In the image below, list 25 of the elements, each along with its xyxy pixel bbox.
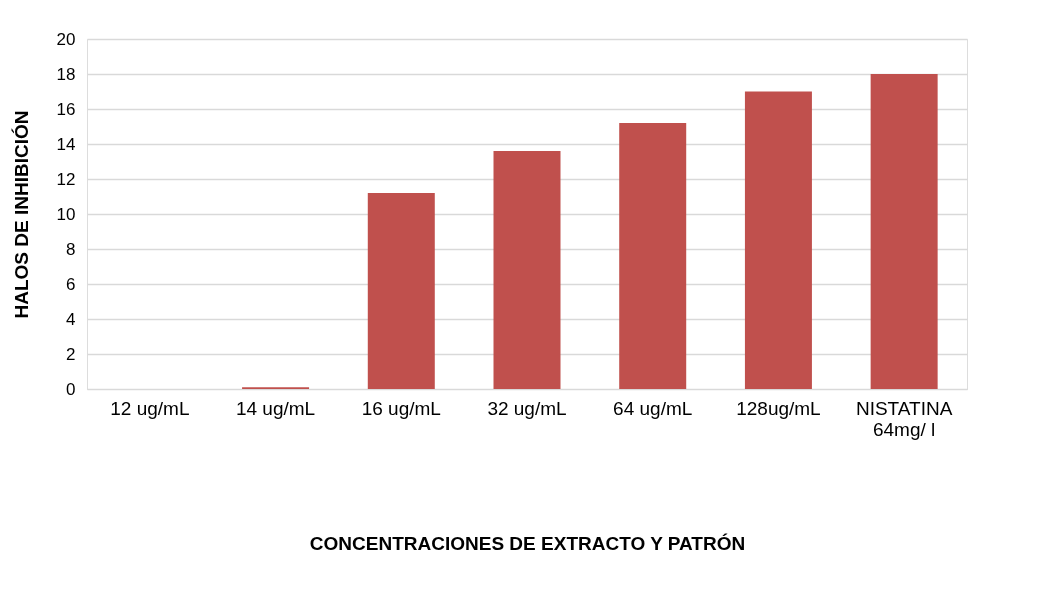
x-tick-label: NISTATINA 64mg/ l	[855, 397, 953, 440]
x-axis-title: CONCENTRACIONES DE EXTRACTO Y PATRÓN	[309, 532, 746, 554]
x-tick-label: 16 ug/mL	[361, 397, 441, 419]
bar	[367, 193, 435, 389]
y-tick-label: 0	[66, 379, 76, 399]
x-tick-label: 14 ug/mL	[235, 397, 316, 419]
y-tick-label: 16	[56, 99, 76, 119]
bar	[493, 151, 561, 389]
y-tick-label: 4	[66, 309, 76, 329]
y-tick-label: 20	[56, 29, 76, 49]
x-tick-label: 64 ug/mL	[613, 397, 693, 419]
x-tick-label: 32 ug/mL	[487, 397, 567, 419]
y-tick-label: 6	[66, 274, 76, 294]
y-tick-label: 18	[56, 64, 76, 84]
y-axis-title: HALOS DE INHIBICIÓN	[10, 110, 32, 319]
x-tick-label: 128ug/mL	[736, 397, 821, 419]
y-tick-label: 12	[56, 169, 76, 189]
x-tick-label: 12 ug/mL	[110, 397, 190, 419]
bar	[619, 123, 687, 389]
y-tick-label: 14	[56, 134, 76, 154]
y-tick-label: 2	[66, 344, 76, 364]
y-tick-label: 8	[66, 239, 76, 259]
y-tick-label: 10	[56, 204, 76, 224]
bar	[870, 74, 938, 389]
bar	[744, 91, 812, 389]
